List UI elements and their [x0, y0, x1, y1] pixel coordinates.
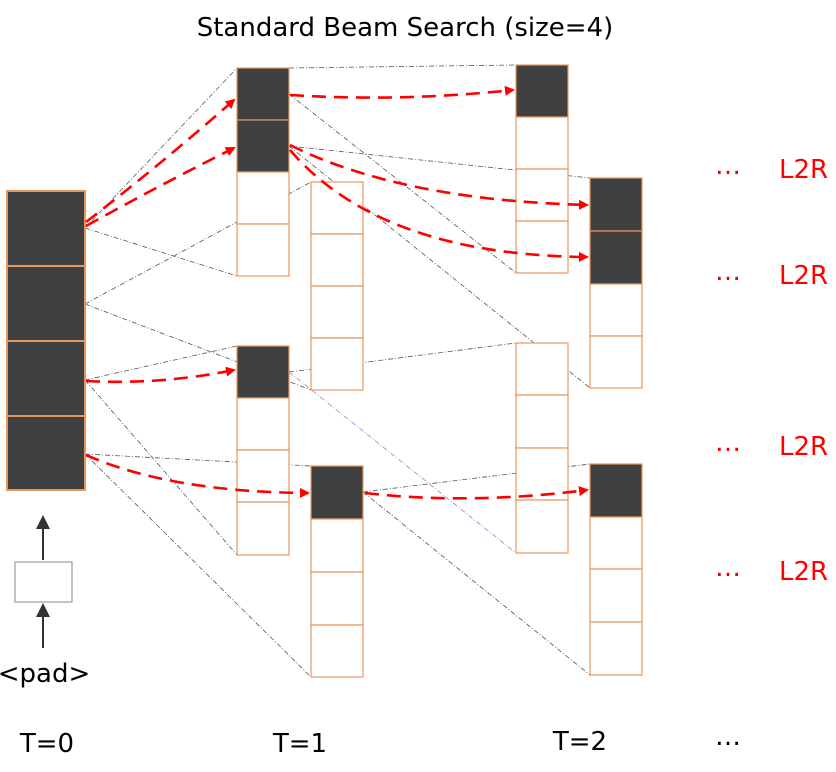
ellipsis-label: …: [715, 151, 741, 181]
time-label-t2: T=2: [552, 727, 607, 757]
right-labels: … L2R … L2R … L2R … L2R: [715, 151, 828, 587]
beam-arrow: [85, 146, 236, 228]
time-label-t1: T=1: [272, 729, 327, 759]
ellipsis-label: …: [715, 428, 741, 458]
time-labels: T=0 T=1 T=2 …: [19, 722, 741, 759]
l2r-label: L2R: [779, 261, 828, 291]
column-t0: [6, 190, 86, 491]
column-t2-b: [589, 177, 643, 389]
l2r-label: L2R: [779, 155, 828, 185]
input-token-label: <pad>: [0, 659, 90, 689]
beam-arrow: [289, 85, 515, 99]
l2r-label: L2R: [779, 557, 828, 587]
beam-arrow: [85, 453, 310, 498]
ellipsis-label: …: [715, 257, 741, 287]
column-t1-a: [236, 67, 290, 277]
beam-cell-selected: [6, 265, 86, 342]
beam-arrow: [289, 149, 589, 262]
column-t2-d: [589, 463, 643, 676]
column-t1-c: [236, 345, 290, 556]
column-t2-a: [515, 64, 569, 274]
beam-cell-selected: [6, 340, 86, 417]
beam-arrow: [85, 98, 236, 224]
time-label-ellipsis: …: [715, 722, 741, 752]
input-box: [14, 561, 73, 603]
diagram-title: Standard Beam Search (size=4): [197, 13, 614, 43]
time-label-t0: T=0: [19, 729, 74, 759]
column-t1-b: [310, 181, 364, 391]
column-t1-d: [310, 465, 364, 678]
beam-cell-selected: [6, 415, 86, 491]
input-block: [14, 515, 73, 648]
beam-cell-selected: [6, 190, 86, 267]
selected-beam-arrows: [85, 85, 589, 500]
beam-arrow: [289, 143, 589, 210]
ellipsis-label: …: [715, 553, 741, 583]
beam-arrow: [364, 486, 589, 500]
column-t2-c: [515, 342, 569, 554]
l2r-label: L2R: [779, 432, 828, 462]
beam-arrow: [85, 366, 236, 384]
